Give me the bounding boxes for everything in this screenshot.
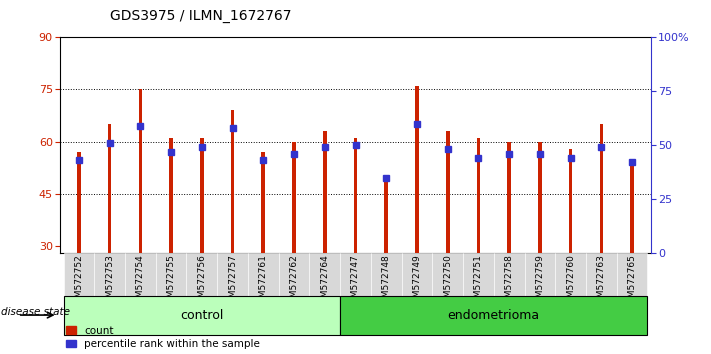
Bar: [156, 253, 186, 296]
Bar: [415, 86, 419, 253]
Text: GSM572757: GSM572757: [228, 255, 237, 309]
Text: GSM572754: GSM572754: [136, 255, 145, 309]
Text: GSM572749: GSM572749: [412, 255, 422, 309]
Bar: [200, 138, 203, 253]
Text: GSM572755: GSM572755: [166, 255, 176, 309]
Bar: [494, 253, 525, 296]
Bar: [292, 142, 296, 253]
Bar: [63, 253, 95, 296]
Text: GSM572748: GSM572748: [382, 255, 391, 309]
Bar: [125, 253, 156, 296]
Bar: [262, 152, 265, 253]
Bar: [371, 253, 402, 296]
Bar: [230, 110, 235, 253]
Bar: [616, 253, 648, 296]
Bar: [446, 131, 449, 253]
Bar: [217, 253, 248, 296]
Bar: [323, 131, 326, 253]
Bar: [586, 253, 616, 296]
Bar: [248, 253, 279, 296]
Bar: [77, 152, 81, 253]
Bar: [538, 142, 542, 253]
Bar: [476, 138, 481, 253]
Bar: [108, 124, 112, 253]
Text: GSM572765: GSM572765: [628, 255, 636, 309]
Text: GSM572759: GSM572759: [535, 255, 545, 309]
Text: GSM572753: GSM572753: [105, 255, 114, 309]
Text: GSM572764: GSM572764: [320, 255, 329, 309]
Bar: [340, 296, 648, 335]
Bar: [630, 159, 634, 253]
Legend: count, percentile rank within the sample: count, percentile rank within the sample: [65, 326, 260, 349]
Bar: [169, 138, 173, 253]
Text: GSM572761: GSM572761: [259, 255, 268, 309]
Text: GDS3975 / ILMN_1672767: GDS3975 / ILMN_1672767: [110, 9, 292, 23]
Text: GSM572760: GSM572760: [566, 255, 575, 309]
Bar: [599, 124, 603, 253]
Bar: [525, 253, 555, 296]
Text: GSM572752: GSM572752: [75, 255, 83, 309]
Text: GSM572747: GSM572747: [351, 255, 360, 309]
Bar: [139, 90, 142, 253]
Bar: [279, 253, 309, 296]
Bar: [63, 296, 340, 335]
Bar: [463, 253, 494, 296]
Text: disease state: disease state: [1, 307, 70, 316]
Bar: [95, 253, 125, 296]
Text: GSM572763: GSM572763: [597, 255, 606, 309]
Text: GSM572758: GSM572758: [505, 255, 513, 309]
Bar: [309, 253, 340, 296]
Text: GSM572762: GSM572762: [289, 255, 299, 309]
Bar: [555, 253, 586, 296]
Bar: [432, 253, 463, 296]
Text: endometrioma: endometrioma: [448, 309, 540, 321]
Text: GSM572750: GSM572750: [443, 255, 452, 309]
Bar: [353, 138, 358, 253]
Bar: [402, 253, 432, 296]
Bar: [385, 177, 388, 253]
Bar: [186, 253, 217, 296]
Bar: [569, 149, 572, 253]
Text: control: control: [180, 309, 223, 321]
Text: GSM572756: GSM572756: [198, 255, 206, 309]
Bar: [508, 142, 511, 253]
Text: GSM572751: GSM572751: [474, 255, 483, 309]
Bar: [340, 253, 371, 296]
